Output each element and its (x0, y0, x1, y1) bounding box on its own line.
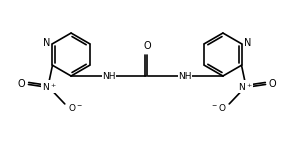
Text: N: N (43, 38, 50, 48)
Text: NH: NH (178, 71, 192, 81)
Text: N$^+$: N$^+$ (238, 81, 252, 93)
Text: $^-$O: $^-$O (210, 102, 226, 113)
Text: O$^-$: O$^-$ (68, 102, 83, 113)
Text: NH: NH (102, 71, 116, 81)
Text: N: N (244, 38, 251, 48)
Text: O: O (18, 79, 26, 89)
Text: O: O (143, 41, 151, 51)
Text: N$^+$: N$^+$ (42, 81, 56, 93)
Text: O: O (268, 79, 276, 89)
